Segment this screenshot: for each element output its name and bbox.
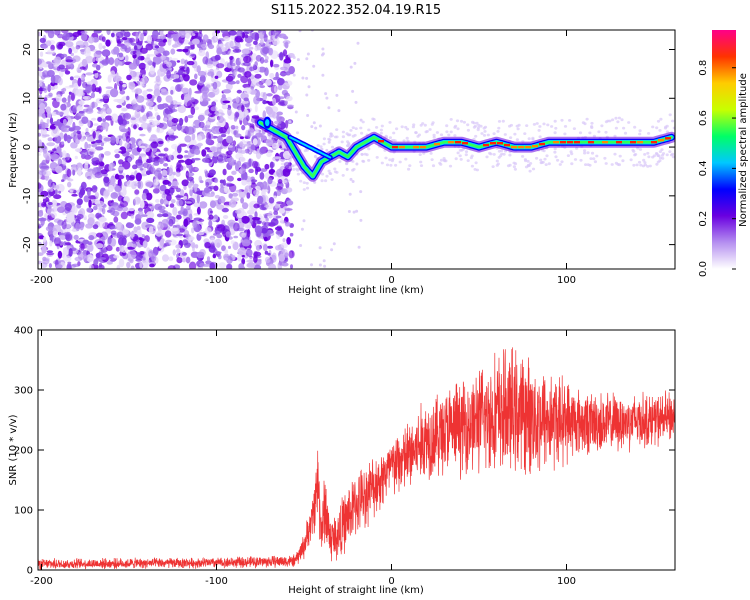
colorbar-tick-label: 0.2 — [698, 211, 709, 227]
colorbar-tick-label: 0.0 — [698, 261, 709, 277]
colorbar-tick-label: 0.6 — [698, 110, 709, 126]
ridge-hot-spot — [539, 142, 545, 146]
spectrogram-frame — [37, 29, 676, 270]
ridge-hot-spot — [504, 143, 510, 147]
snr-marks — [38, 347, 675, 570]
y-tick-label: 0 — [22, 144, 33, 150]
snr-x-label: Height of straight line (km) — [288, 585, 424, 596]
ridge-hot-spot — [399, 145, 405, 149]
ridge-hot-spot — [532, 144, 538, 148]
y-tick-label: 200 — [14, 446, 33, 457]
ridge-hot-spot — [483, 143, 489, 147]
x-tick-label: 100 — [557, 275, 576, 286]
ridge-hot-spot — [462, 142, 468, 145]
ridge-hot-spot — [637, 141, 643, 144]
snr-panel: -200 -100 0 100 0 100 200 300 400 Height of stra… — [8, 326, 676, 596]
snr-plot-area — [38, 330, 675, 570]
ridge-hot-spot — [448, 141, 454, 144]
ridge-hot-spot — [455, 141, 461, 144]
colorbar-tick-label: 0.4 — [698, 160, 709, 176]
ridge-hot-spot — [392, 145, 398, 149]
ridge-branch-core — [289, 136, 332, 159]
ridge-hot-spot — [651, 141, 657, 144]
x-tick-label: -200 — [30, 275, 53, 286]
spectrogram-y-label: Frequency (Hz) — [8, 112, 19, 188]
ridge-hot-spot — [588, 141, 594, 144]
snr-y-label: SNR (10 * v/v) — [8, 414, 19, 485]
ridge-hot-spot — [665, 137, 671, 140]
spectrogram-marks — [38, 30, 675, 269]
colorbar-gradient — [712, 30, 736, 269]
ridge-hot-spot — [630, 141, 636, 144]
y-tick-label: 0 — [27, 566, 33, 577]
y-tick-label: 100 — [14, 506, 33, 517]
ridge-hot-spot — [511, 145, 517, 149]
colorbar-label: Normalized spectral amplitude — [738, 73, 749, 227]
y-tick-label: 400 — [14, 326, 33, 337]
ridge-hot-spot — [616, 141, 622, 144]
snr-ticks: -200 -100 0 100 0 100 200 300 400 — [14, 326, 675, 587]
ridge-blob-core — [265, 119, 270, 127]
ridge-hot-spot — [413, 145, 419, 149]
y-tick-label: 10 — [22, 92, 33, 105]
x-tick-label: 0 — [388, 576, 394, 587]
y-tick-label: 20 — [22, 43, 33, 56]
x-tick-label: -200 — [30, 576, 53, 587]
colorbar-tick-label: 0.8 — [698, 60, 709, 76]
ridge-hot-spot — [658, 139, 664, 142]
chart-title: S115.2022.352.04.19.R15 — [271, 3, 441, 18]
spectral-ridge — [254, 113, 675, 191]
ridge-hot-spot — [567, 141, 573, 144]
y-tick-label: -20 — [22, 236, 33, 252]
ridge-hot-spot — [560, 141, 566, 144]
x-tick-label: 0 — [388, 275, 394, 286]
ridge-hot-spot — [553, 141, 559, 144]
ridge-hot-spot — [574, 141, 580, 144]
ridge-hot-spot — [525, 145, 531, 149]
y-tick-label: 300 — [14, 386, 33, 397]
spectrogram-x-label: Height of straight line (km) — [288, 285, 424, 296]
colorbar-ticks: 0.0 0.2 0.4 0.6 0.8 — [698, 60, 736, 277]
y-tick-label: -10 — [22, 188, 33, 204]
snr-series-line — [38, 347, 675, 570]
x-tick-label: -100 — [205, 576, 228, 587]
ridge-hot-spot — [490, 142, 496, 145]
ridge-hot-spot — [602, 141, 608, 144]
colorbar: 0.0 0.2 0.4 0.6 0.8 Normalized spectral ampl… — [698, 30, 749, 277]
ridge-hot-spot — [497, 142, 503, 145]
x-tick-label: -100 — [205, 275, 228, 286]
ridge-hot-spot — [434, 142, 440, 146]
ridge-hot-spot — [518, 145, 524, 149]
ridge-hot-spot — [378, 140, 384, 143]
ridge-hot-spot — [420, 145, 426, 149]
x-tick-label: 100 — [557, 576, 576, 587]
